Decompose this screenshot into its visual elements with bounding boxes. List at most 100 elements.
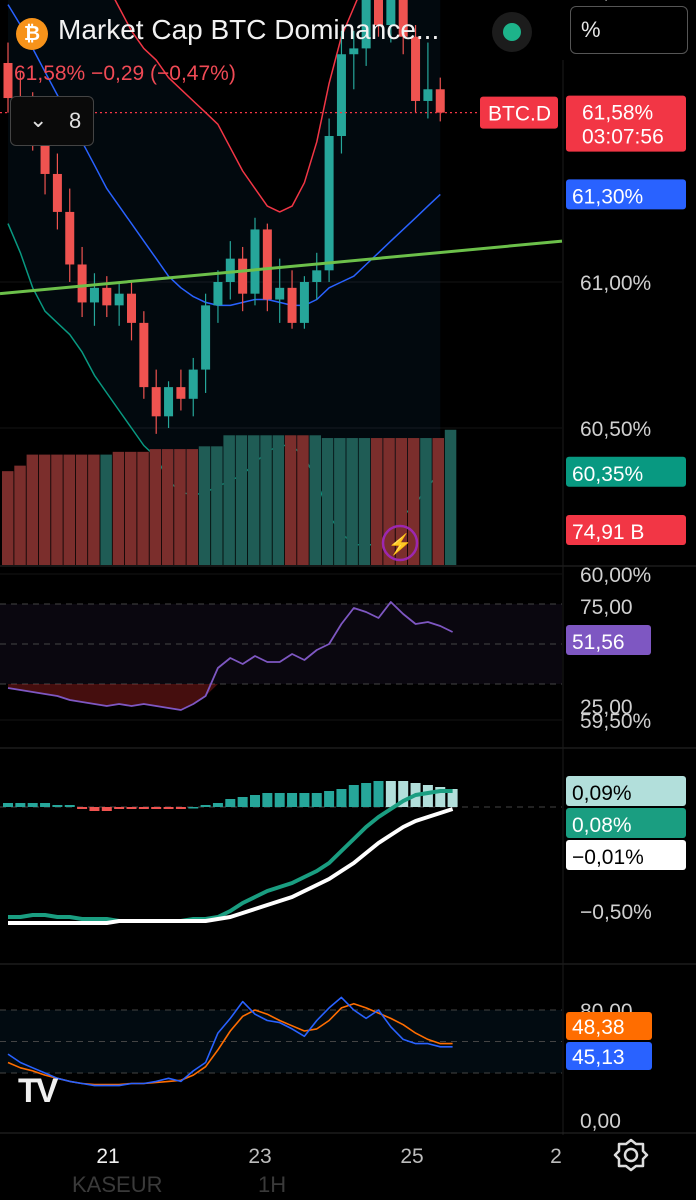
indicators-collapse-button[interactable]: ⌄ 8 [10,96,94,146]
candle-body[interactable] [299,282,309,323]
settings-gear-icon[interactable] [612,1136,650,1174]
price-axis-label: 61,00% [580,272,651,295]
candle-body[interactable] [361,0,371,49]
time-axis-label: 21 [96,1145,119,1168]
macd-badge-2-bg [566,808,686,838]
volume-bar [125,451,137,565]
volume-bar [186,449,198,565]
price-badge-2-bg [566,179,686,210]
candle-body[interactable] [164,387,174,417]
volume-bar [358,438,371,565]
volume-bar [223,435,235,565]
rsi-line [7,601,453,711]
volume-bar [346,438,358,565]
candle-body[interactable] [89,287,99,303]
volume-bar [149,449,162,565]
candle-body[interactable] [411,36,421,101]
macd-histogram-bar [311,793,322,807]
candle-body[interactable] [176,387,186,399]
stoch-badge-2-bg [566,1042,652,1070]
volume-bar [383,438,395,565]
live-status-indicator[interactable] [492,12,532,52]
stoch-axis-label: 0,00 [580,1110,621,1133]
candle-body[interactable] [201,305,211,370]
candle-body[interactable] [312,270,322,282]
price-badge-3: 60,35% [572,463,643,486]
macd-histogram-bar [274,793,285,807]
volume-bar [161,449,174,565]
candle-body[interactable] [127,293,136,323]
stoch-badge-1: 48,38 [572,1016,625,1039]
volume-bar [420,438,432,565]
volume-bar [198,446,211,565]
last-price-badge-bg [566,95,686,152]
macd-histogram-bar [52,805,63,807]
volume-bar [88,454,100,565]
volume-bar [309,435,321,565]
macd-histogram-bar [212,803,223,807]
macd-histogram-bar [151,807,162,809]
candle-body[interactable] [275,287,285,300]
candle-body[interactable] [151,387,161,417]
candle-body[interactable] [262,229,272,300]
volume-bar [137,451,149,565]
symbol-title[interactable]: Market Cap BTC Dominance... [58,14,440,45]
time-axis-label: 25 [400,1145,423,1168]
symbol-tag-bg [480,96,558,129]
candle-body[interactable] [77,264,87,303]
candle-body[interactable] [349,48,359,55]
candle-body[interactable] [3,63,13,99]
macd-histogram-bar [3,803,13,807]
macd-histogram-bar [15,803,26,807]
candle-body[interactable] [102,287,112,306]
volume-bar [211,446,223,565]
macd-badge-1: 0,09% [572,782,632,805]
candle-body[interactable] [238,258,248,294]
candle-body[interactable] [398,0,408,37]
price-axis-label: 62,00% [580,0,651,3]
candle-body[interactable] [287,287,297,323]
chart-header: ₿ Market Cap BTC Dominance... % 61,58% −… [0,0,696,146]
time-axis-label: 23 [248,1145,271,1168]
candle-body[interactable] [139,322,149,388]
candle-body[interactable] [324,136,334,271]
candle-body[interactable] [250,229,260,294]
indicator-count: 8 [69,108,82,133]
candle-body[interactable] [65,211,75,265]
candle-body[interactable] [114,293,124,306]
macd-histogram-bar [114,807,125,809]
flash-icon[interactable] [381,524,419,562]
countdown-label: 03:07:56 [582,126,664,149]
macd-histogram-bar [126,807,137,809]
bollinger-upper-line [114,0,358,213]
volume-badge: 74,91 B [572,521,644,544]
chevron-down-icon: ⌄ [29,107,48,132]
volume-badge-bg [566,515,686,545]
candle-body[interactable] [52,173,62,212]
candle-body[interactable] [40,136,50,174]
candle-body[interactable] [423,89,433,101]
macd-fast-line [8,789,453,923]
macd-slow-line [8,807,454,925]
candle-body[interactable] [336,54,346,136]
candle-body[interactable] [386,0,396,26]
candle-body[interactable] [435,89,445,113]
macd-histogram-bar [398,781,409,807]
macd-badge-3-bg [566,840,686,870]
candle-body[interactable] [188,369,198,399]
price-change-line: 61,58% −0,29 (−0,47%) [14,62,236,85]
macd-histogram-bar [64,805,75,807]
macd-histogram-bar [385,781,396,807]
macd-badge-3: −0,01% [572,846,644,869]
candle-body[interactable] [225,258,235,282]
candle-body[interactable] [374,0,383,26]
footer-obscured-text-2: 1H [258,1172,287,1197]
tradingview-logo: TV [18,1072,58,1110]
volume-bar [432,438,444,565]
live-dot-icon [503,23,521,41]
trendline[interactable] [0,239,563,296]
macd-histogram-bar [237,797,248,807]
candle-body[interactable] [213,282,223,306]
percent-scale-button[interactable]: % [570,6,688,54]
